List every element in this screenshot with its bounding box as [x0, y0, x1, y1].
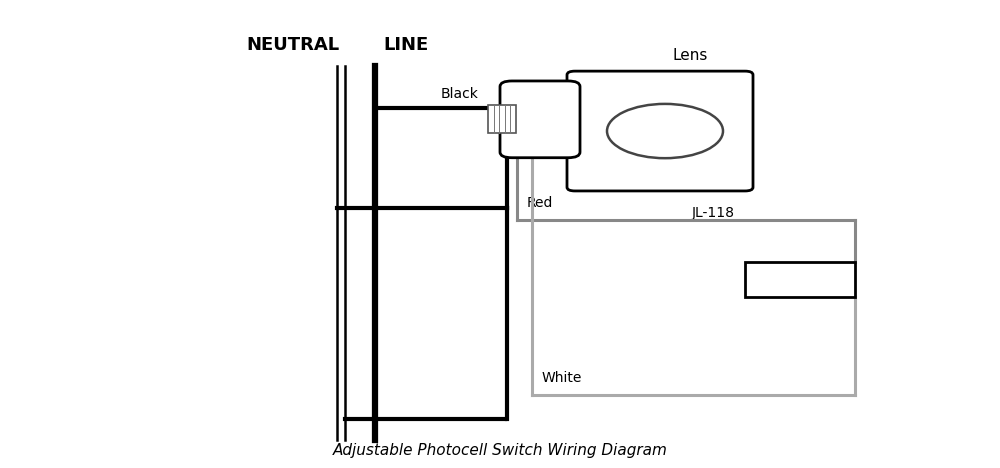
Circle shape — [607, 104, 723, 158]
Bar — [745, 262, 855, 297]
Text: White: White — [542, 371, 582, 385]
Text: Lamp: Lamp — [777, 271, 823, 289]
Text: Black: Black — [440, 87, 478, 101]
FancyBboxPatch shape — [500, 81, 580, 158]
FancyBboxPatch shape — [567, 71, 753, 191]
Text: Adjustable Photocell Switch Wiring Diagram: Adjustable Photocell Switch Wiring Diagr… — [333, 443, 667, 458]
Bar — [488, 105, 516, 133]
Text: LINE: LINE — [383, 36, 428, 54]
Text: Red: Red — [527, 196, 553, 210]
Text: Lens: Lens — [672, 48, 708, 63]
Text: JL-118: JL-118 — [692, 206, 735, 220]
Text: NEUTRAL: NEUTRAL — [247, 36, 340, 54]
